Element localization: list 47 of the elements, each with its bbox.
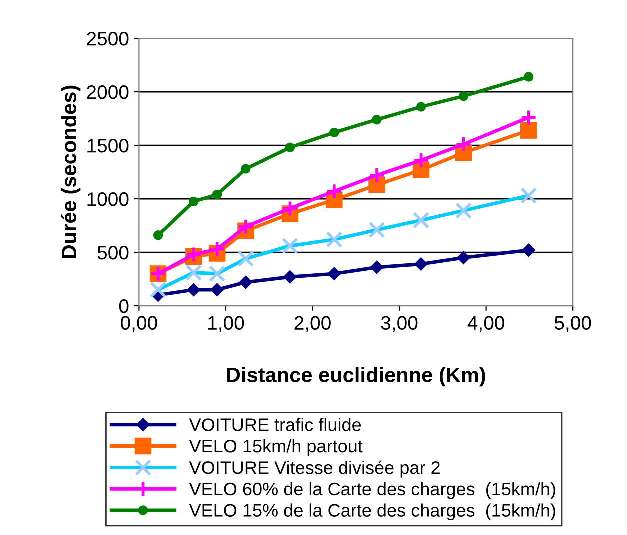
point xyxy=(153,230,164,240)
point xyxy=(326,183,343,200)
y-tick-label: 0 xyxy=(119,299,129,314)
point xyxy=(210,283,224,297)
x-tick-label: 0,00 xyxy=(121,316,158,332)
point xyxy=(458,91,469,102)
legend-label: VELO 15km/h partout xyxy=(189,439,363,456)
x-tick-label: 3,00 xyxy=(381,316,418,332)
x-tick-label: 1,00 xyxy=(208,316,244,332)
point xyxy=(524,72,534,82)
point xyxy=(457,251,470,264)
point xyxy=(330,128,340,138)
x-tick-label: 4,00 xyxy=(468,316,504,332)
point xyxy=(328,267,342,281)
point xyxy=(212,190,222,200)
point xyxy=(284,270,297,284)
point xyxy=(189,196,199,207)
point xyxy=(187,283,200,297)
point xyxy=(241,164,251,174)
point xyxy=(282,200,299,217)
point xyxy=(416,102,426,112)
legend-label: VOITURE Vitesse divisée par 2 xyxy=(189,460,440,478)
point xyxy=(285,142,296,153)
y-tick-label: 1000 xyxy=(88,192,129,206)
point xyxy=(412,152,430,169)
x-tick-label: 2,00 xyxy=(294,316,331,332)
y-tick-label: 2500 xyxy=(87,32,129,46)
point xyxy=(414,258,428,271)
point xyxy=(208,240,226,258)
point xyxy=(370,260,384,274)
point xyxy=(368,167,386,184)
y-tick-label: 500 xyxy=(98,246,129,260)
point xyxy=(238,218,254,236)
legend-label: VOITURE trafic fluide xyxy=(189,418,362,432)
x-tick-label: 5,00 xyxy=(554,316,592,332)
y-axis-title: Durée (secondes) xyxy=(61,86,81,258)
legend-label: VELO 15% de la Carte des charges (15km/h) xyxy=(189,504,556,521)
y-tick-label: 1500 xyxy=(88,138,129,153)
y-tick-label: 2000 xyxy=(87,85,129,100)
point xyxy=(239,276,253,290)
legend-label: VELO 60% de la Carte des charges (15km/h) xyxy=(189,482,556,500)
point xyxy=(455,136,472,153)
point xyxy=(520,122,538,139)
x-axis-title: Distance euclidienne (Km) xyxy=(227,367,486,387)
point xyxy=(520,109,538,126)
point xyxy=(372,114,382,125)
point xyxy=(522,244,536,257)
